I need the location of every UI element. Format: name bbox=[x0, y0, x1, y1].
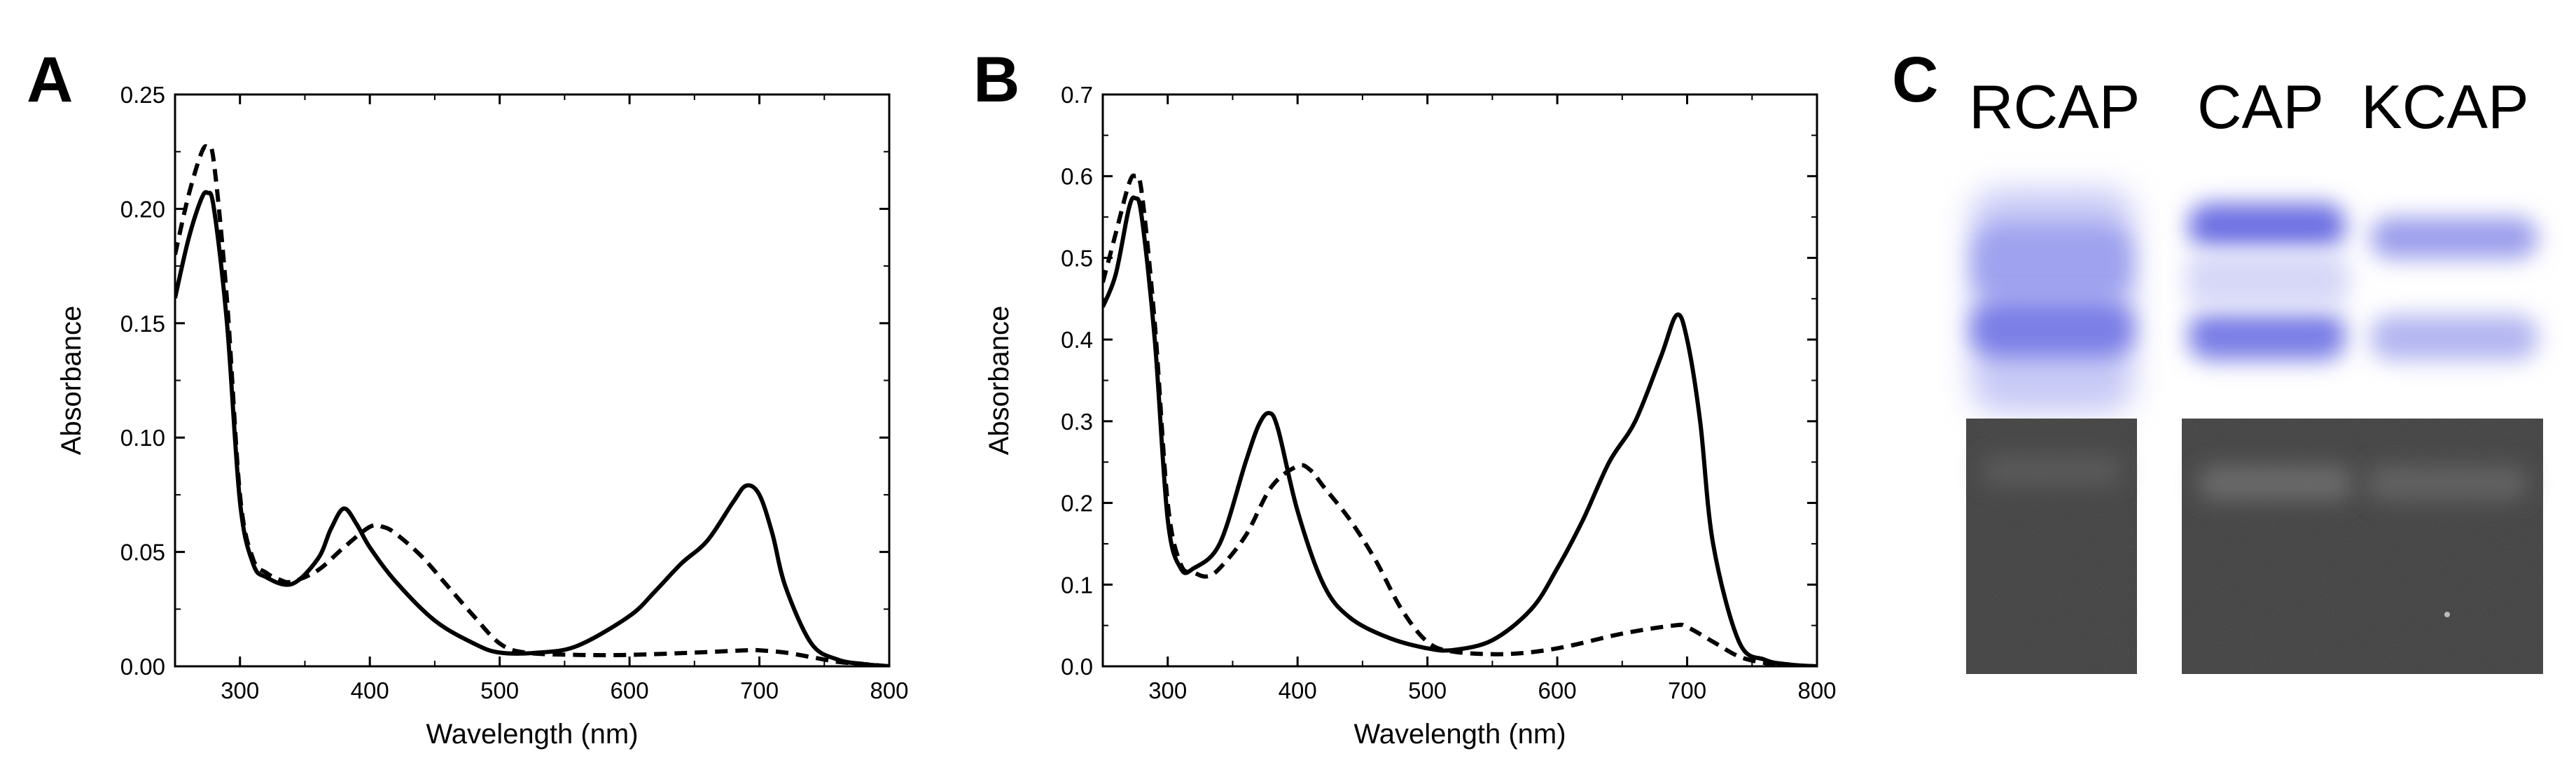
y-tick-label: 0.3 bbox=[1061, 409, 1093, 435]
y-axis-label: Absorbance bbox=[56, 306, 87, 455]
chart-b: 300 400 500 600 700 800 0.0 0.1 0.2 0.3 0.4 0.5 0.6 0… bbox=[984, 82, 1837, 750]
band-cap bbox=[2185, 203, 2349, 360]
series-line-a-solid bbox=[175, 190, 889, 666]
y-tick-label: 0.25 bbox=[120, 82, 165, 108]
panel-label-c: C bbox=[1892, 44, 1938, 115]
series-line-a-dashed bbox=[175, 143, 889, 666]
panel-label-b: B bbox=[973, 44, 1019, 115]
y-tick-label: 0.00 bbox=[120, 654, 165, 680]
plot-frame-b bbox=[1101, 93, 1818, 668]
x-tick-label: 600 bbox=[1538, 678, 1577, 703]
y-tick-label: 0.05 bbox=[120, 540, 165, 566]
chart-a: 300 400 500 600 700 800 0.00 0.05 0.10 0.15 0.20 0.… bbox=[56, 82, 909, 750]
series-line-b-dashed bbox=[1103, 173, 1817, 666]
y-tick-label: 0.6 bbox=[1061, 164, 1093, 190]
plot-area-a bbox=[175, 143, 889, 666]
x-tick-label: 600 bbox=[611, 678, 649, 703]
y-tick-label: 0.10 bbox=[120, 425, 165, 451]
band-rcap-smear bbox=[1971, 189, 2133, 413]
plot-area-b bbox=[1103, 173, 1817, 666]
x-tick-label: 800 bbox=[1797, 678, 1836, 703]
y-axis-label: Absorbance bbox=[984, 306, 1015, 455]
x-tick-label: 300 bbox=[1148, 678, 1187, 703]
y-tick-label: 0.5 bbox=[1061, 245, 1093, 271]
x-axis-label: Wavelength (nm) bbox=[1353, 719, 1566, 750]
x-tick-label: 400 bbox=[351, 678, 389, 703]
y-tick-label: 0.4 bbox=[1061, 327, 1093, 353]
band-kcap bbox=[2370, 217, 2538, 360]
stained-gel bbox=[1966, 171, 2543, 413]
x-tick-label: 800 bbox=[870, 678, 908, 703]
y-tick-label: 0.0 bbox=[1061, 654, 1093, 680]
fluorescence-gel bbox=[1966, 419, 2543, 674]
x-tick-label: 500 bbox=[480, 678, 519, 703]
series-line-b-solid bbox=[1103, 195, 1817, 666]
y-tick-label: 0.7 bbox=[1061, 82, 1093, 108]
lane-label-kcap: KCAP bbox=[2361, 72, 2529, 141]
lane-label-cap: CAP bbox=[2197, 72, 2324, 141]
y-tick-label: 0.20 bbox=[120, 196, 165, 222]
x-tick-label: 700 bbox=[740, 678, 779, 703]
x-tick-label: 700 bbox=[1668, 678, 1706, 703]
y-tick-label: 0.15 bbox=[120, 311, 165, 337]
y-tick-label: 0.1 bbox=[1061, 572, 1093, 598]
gel-panel: RCAP CAP KCAP bbox=[1966, 72, 2543, 674]
lane-label-rcap: RCAP bbox=[1969, 72, 2140, 141]
x-tick-label: 400 bbox=[1279, 678, 1317, 703]
x-tick-label: 500 bbox=[1408, 678, 1447, 703]
panel-label-a: A bbox=[27, 44, 73, 115]
x-tick-label: 300 bbox=[221, 678, 259, 703]
y-tick-label: 0.2 bbox=[1061, 491, 1093, 517]
x-axis-label: Wavelength (nm) bbox=[426, 719, 638, 750]
